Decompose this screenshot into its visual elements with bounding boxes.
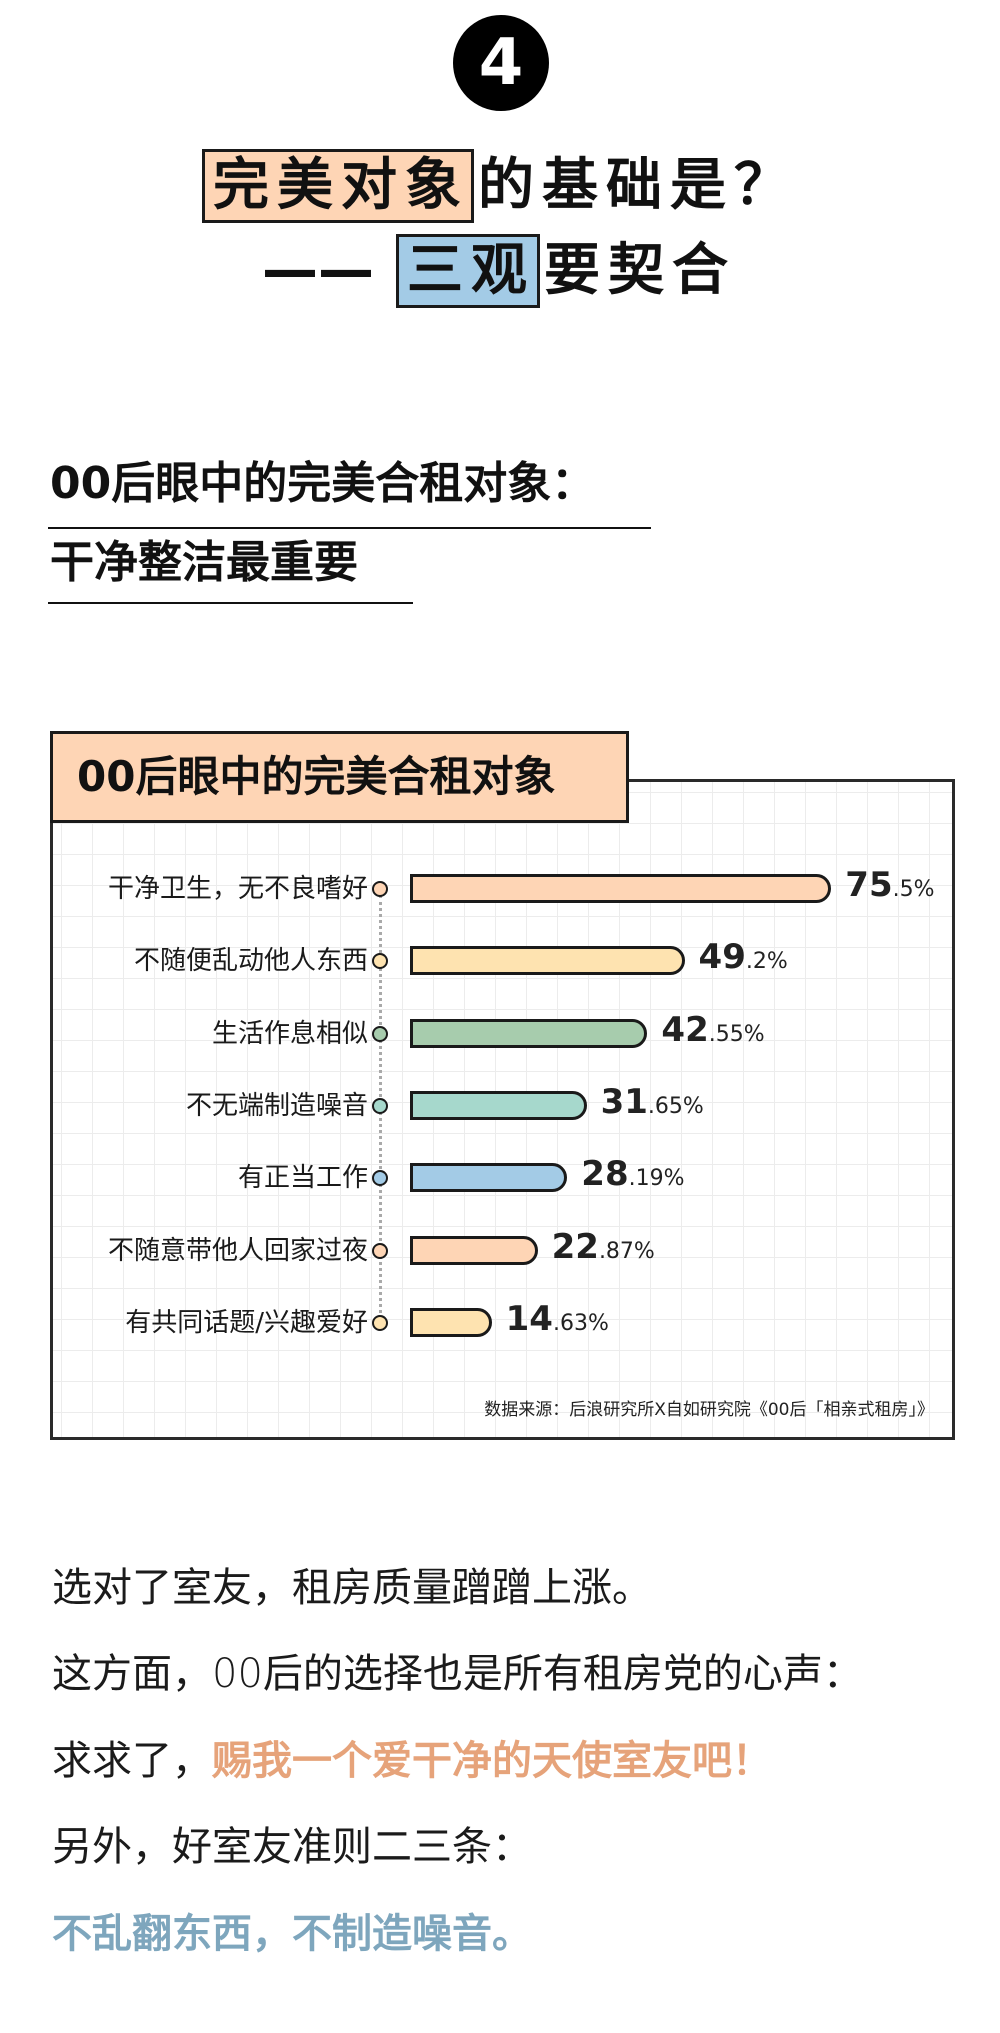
chart-row-label: 有共同话题/兴趣爱好 — [125, 1307, 368, 1338]
body-paragraph-5-accent: 不乱翻东西，不制造噪音。 — [52, 1911, 532, 1957]
headline-rest-2: 要契合 — [544, 238, 736, 303]
headline-highlight-peach: 完美对象 — [202, 149, 474, 223]
chart-row-marker-icon — [372, 881, 388, 897]
chart-bar-value-dec: .65% — [647, 1093, 704, 1119]
chart-bar-value-int: 49 — [698, 937, 746, 978]
chart-source: 数据来源：后浪研究所X自如研究院《00后「相亲式租房」》 — [484, 1400, 934, 1420]
chart-bar-value-dec: .87% — [598, 1238, 655, 1264]
chart-bar-value: 31.65% — [601, 1085, 704, 1119]
chart-bar-value-dec: .55% — [708, 1021, 765, 1047]
body-paragraph-1: 选对了室友，租房质量蹭蹭上涨。 — [52, 1565, 652, 1611]
chart-row: 不随意带他人回家过夜 22.87% — [0, 1230, 1000, 1266]
chart-row-label: 不随意带他人回家过夜 — [107, 1235, 368, 1266]
chart-bar-value-int: 31 — [600, 1081, 648, 1122]
body-paragraph-3-accent: 赐我一个爱干净的天使室友吧！ — [212, 1738, 772, 1784]
chart-bar-value: 42.55% — [661, 1013, 764, 1047]
headline-dash: —— — [262, 238, 374, 303]
chart-bar-value-int: 28 — [581, 1154, 629, 1195]
chart-bar-value: 14.63% — [506, 1302, 609, 1336]
chart-row: 有共同话题/兴趣爱好 14.63% — [0, 1302, 1000, 1338]
chart-row-label: 干净卫生，无不良嗜好 — [107, 874, 368, 904]
chart-row-marker-icon — [372, 953, 388, 970]
chart-row-label: 不随便乱动他人东西 — [133, 946, 368, 977]
chart-row-label: 生活作息相似 — [211, 1018, 368, 1049]
chart-bar-value-int: 42 — [661, 1009, 709, 1050]
chart-bar — [410, 1235, 538, 1265]
chart-bar-value: 75.5% — [845, 868, 934, 902]
chart-bar — [410, 1163, 568, 1193]
chart-bar-value: 28.19% — [581, 1157, 684, 1191]
chart-bar — [410, 1090, 587, 1120]
chart-bar-value-int: 14 — [505, 1298, 553, 1339]
body-paragraph-4: 另外，好室友准则二三条： — [52, 1824, 532, 1870]
subheading-underline-2 — [48, 602, 413, 604]
chart-bar-value-dec: .2% — [745, 949, 788, 975]
chart-row-label: 不无端制造噪音 — [185, 1090, 368, 1121]
chart-bar — [410, 1018, 648, 1048]
body-paragraph-3-prefix: 求求了， — [52, 1738, 212, 1784]
chart-row-marker-icon — [372, 1242, 388, 1259]
chart-row-marker-icon — [372, 1025, 388, 1042]
chart-row-marker-icon — [372, 1314, 388, 1331]
chart-bar — [410, 946, 685, 976]
chart-bar-value-dec: .5% — [892, 877, 935, 902]
subheading-line-1: 00后眼中的完美合租对象： — [50, 458, 596, 509]
chart-row: 不随便乱动他人东西 49.2% — [0, 940, 1000, 977]
chart-bar-value-dec: .63% — [552, 1310, 609, 1336]
chart-row-marker-icon — [372, 1097, 388, 1114]
chart-row: 有正当工作 28.19% — [0, 1157, 1000, 1194]
chart-bar-value-int: 22 — [551, 1226, 599, 1267]
body-paragraph-3: 求求了，赐我一个爱干净的天使室友吧！ — [52, 1741, 772, 1781]
headline-rest-1: 的基础是？ — [478, 153, 798, 218]
section-number-badge: 4 — [453, 15, 549, 111]
chart-title: 00后眼中的完美合租对象 — [50, 731, 629, 823]
chart-bar-value: 22.87% — [552, 1230, 655, 1264]
chart-row: 不无端制造噪音 31.65% — [0, 1085, 1000, 1121]
chart-bar — [410, 874, 832, 903]
subheading-underline-1 — [48, 527, 651, 529]
body-paragraph-2: 这方面，00后的选择也是所有租房党的心声： — [52, 1651, 863, 1697]
chart-row-marker-icon — [372, 1170, 388, 1187]
chart-bar-value: 49.2% — [699, 940, 788, 974]
chart-bar-value-dec: .19% — [628, 1166, 685, 1192]
chart-bar — [410, 1307, 492, 1337]
subheading-line-2: 干净整洁最重要 — [50, 537, 358, 588]
chart-bar-value-int: 75 — [845, 865, 893, 905]
section-number: 4 — [478, 26, 524, 100]
chart-row-label: 有正当工作 — [237, 1163, 368, 1194]
chart-row: 生活作息相似 42.55% — [0, 1013, 1000, 1049]
chart-row: 干净卫生，无不良嗜好 75.5% — [0, 868, 1000, 904]
headline-highlight-blue: 三观 — [396, 234, 540, 308]
